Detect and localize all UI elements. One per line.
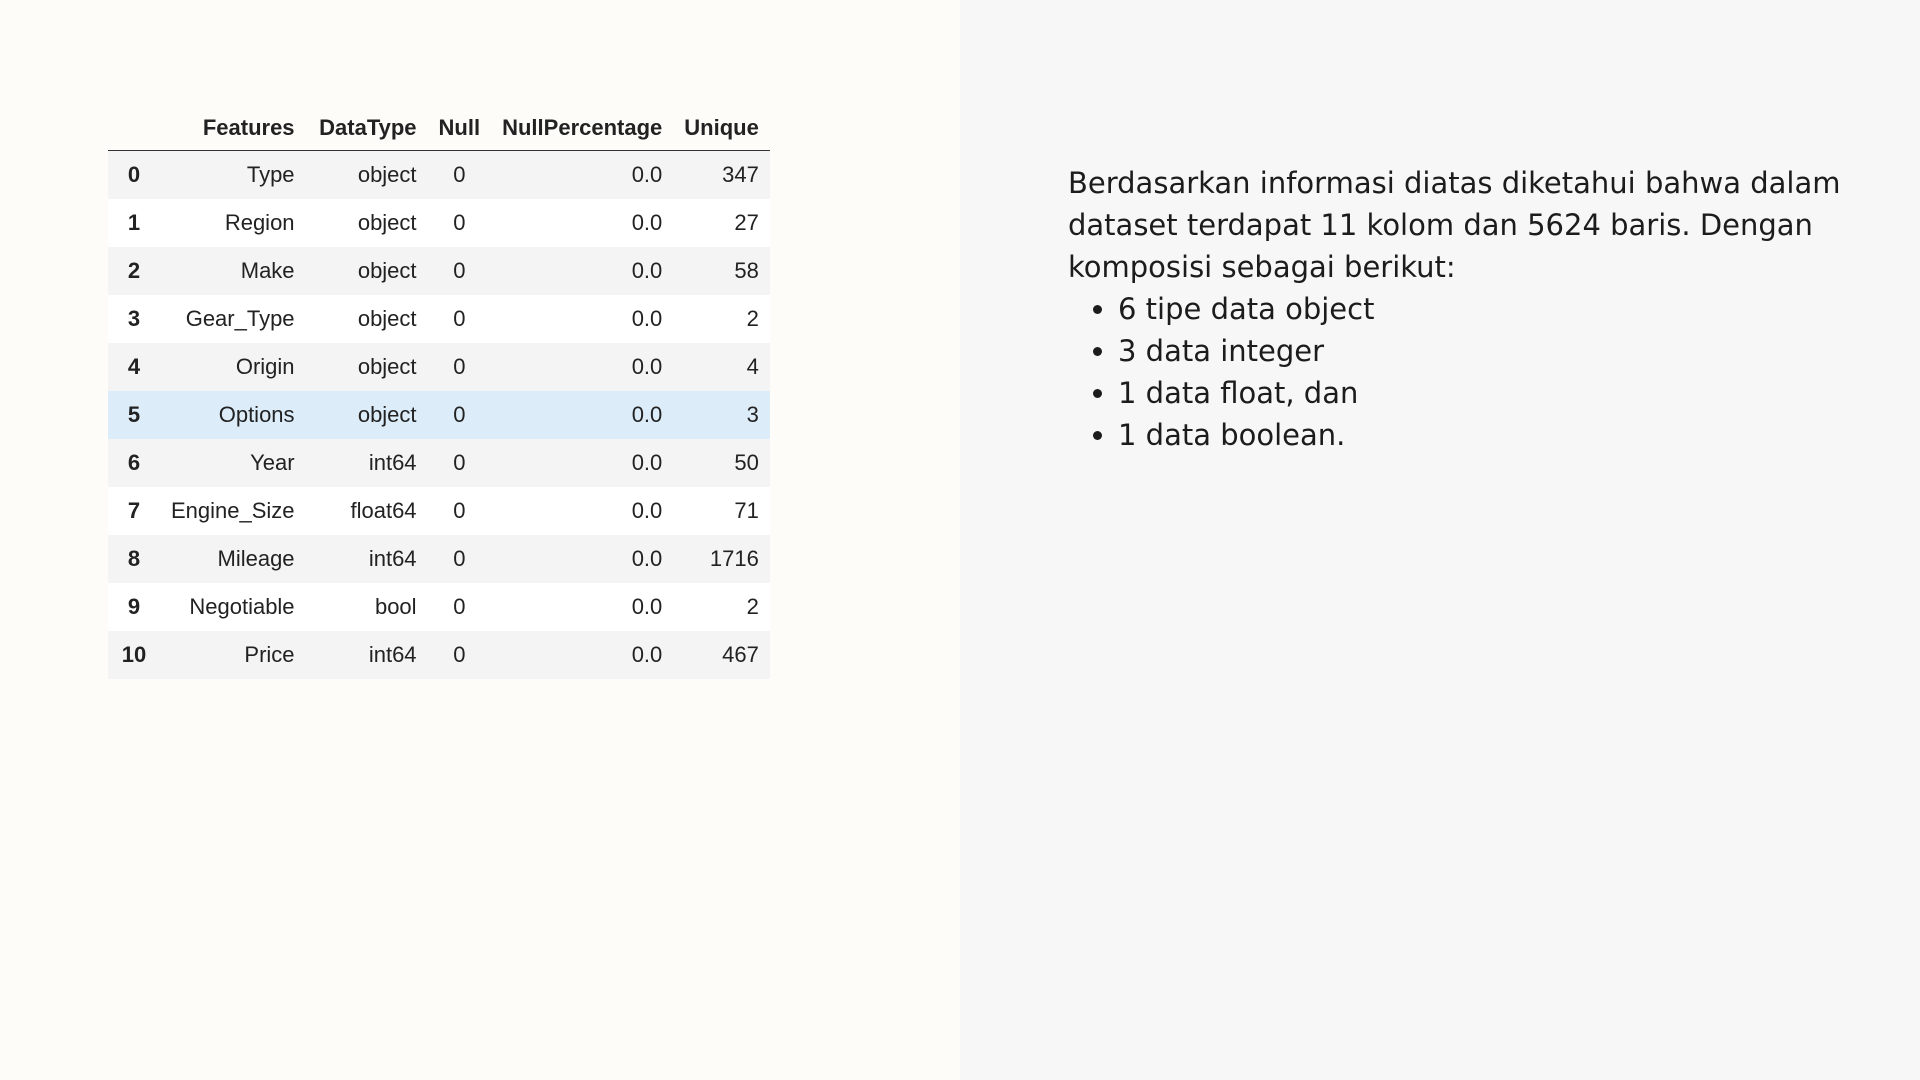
cell-datatype: int64: [305, 631, 428, 679]
row-index: 1: [108, 199, 160, 247]
row-index: 0: [108, 150, 160, 199]
composition-item: 3 data integer: [1118, 330, 1848, 372]
cell-datatype: float64: [305, 487, 428, 535]
row-index: 9: [108, 583, 160, 631]
header-features: Features: [160, 106, 306, 151]
description-paragraph: Berdasarkan informasi diatas diketahui b…: [1068, 166, 1841, 284]
cell-feature: Year: [160, 439, 306, 487]
composition-list: 6 tipe data object 3 data integer 1 data…: [1068, 288, 1848, 456]
table-row: 8 Mileage int64 0 0.0 1716: [108, 535, 770, 583]
table-row: 7 Engine_Size float64 0 0.0 71: [108, 487, 770, 535]
cell-null-percentage: 0.0: [491, 631, 674, 679]
cell-datatype: object: [305, 343, 428, 391]
right-panel: Berdasarkan informasi diatas diketahui b…: [960, 0, 1920, 1080]
row-index: 6: [108, 439, 160, 487]
row-index: 8: [108, 535, 160, 583]
row-index: 2: [108, 247, 160, 295]
table-row: 3 Gear_Type object 0 0.0 2: [108, 295, 770, 343]
cell-feature: Gear_Type: [160, 295, 306, 343]
cell-null-percentage: 0.0: [491, 439, 674, 487]
cell-datatype: int64: [305, 535, 428, 583]
cell-feature: Region: [160, 199, 306, 247]
composition-item: 1 data boolean.: [1118, 414, 1848, 456]
cell-null: 0: [427, 343, 492, 391]
cell-datatype: object: [305, 199, 428, 247]
table-row: 0 Type object 0 0.0 347: [108, 150, 770, 199]
cell-null-percentage: 0.0: [491, 583, 674, 631]
cell-unique: 467: [673, 631, 770, 679]
composition-item: 1 data float, dan: [1118, 372, 1848, 414]
cell-unique: 347: [673, 150, 770, 199]
table-row: 2 Make object 0 0.0 58: [108, 247, 770, 295]
row-index: 7: [108, 487, 160, 535]
table-row: 6 Year int64 0 0.0 50: [108, 439, 770, 487]
table-body: 0 Type object 0 0.0 347 1 Region object 0 0.0 27 2 Ma…: [108, 150, 770, 679]
cell-null: 0: [427, 631, 492, 679]
cell-null-percentage: 0.0: [491, 295, 674, 343]
cell-feature: Price: [160, 631, 306, 679]
dataframe-info-table: Features DataType Null NullPercentage Un…: [108, 106, 770, 679]
table-row: 1 Region object 0 0.0 27: [108, 199, 770, 247]
table-row: 10 Price int64 0 0.0 467: [108, 631, 770, 679]
cell-unique: 58: [673, 247, 770, 295]
row-index: 3: [108, 295, 160, 343]
cell-null: 0: [427, 535, 492, 583]
cell-unique: 2: [673, 295, 770, 343]
table-row: 4 Origin object 0 0.0 4: [108, 343, 770, 391]
row-index: 4: [108, 343, 160, 391]
cell-null-percentage: 0.0: [491, 343, 674, 391]
cell-null: 0: [427, 199, 492, 247]
header-null: Null: [427, 106, 492, 151]
cell-feature: Make: [160, 247, 306, 295]
header-datatype: DataType: [305, 106, 428, 151]
cell-feature: Engine_Size: [160, 487, 306, 535]
cell-datatype: object: [305, 391, 428, 439]
cell-null-percentage: 0.0: [491, 535, 674, 583]
header-null-percentage: NullPercentage: [491, 106, 674, 151]
cell-unique: 27: [673, 199, 770, 247]
description-text: Berdasarkan informasi diatas diketahui b…: [1068, 162, 1848, 456]
cell-datatype: object: [305, 150, 428, 199]
cell-feature: Options: [160, 391, 306, 439]
cell-unique: 71: [673, 487, 770, 535]
table-row: 9 Negotiable bool 0 0.0 2: [108, 583, 770, 631]
cell-null: 0: [427, 391, 492, 439]
cell-null: 0: [427, 583, 492, 631]
cell-null: 0: [427, 295, 492, 343]
table-header-row: Features DataType Null NullPercentage Un…: [108, 106, 770, 151]
cell-null-percentage: 0.0: [491, 150, 674, 199]
cell-feature: Type: [160, 150, 306, 199]
cell-unique: 50: [673, 439, 770, 487]
cell-unique: 3: [673, 391, 770, 439]
cell-datatype: bool: [305, 583, 428, 631]
table-row: 5 Options object 0 0.0 3: [108, 391, 770, 439]
cell-feature: Negotiable: [160, 583, 306, 631]
cell-feature: Mileage: [160, 535, 306, 583]
cell-null-percentage: 0.0: [491, 487, 674, 535]
row-index: 10: [108, 631, 160, 679]
row-index: 5: [108, 391, 160, 439]
cell-datatype: object: [305, 295, 428, 343]
left-panel: Features DataType Null NullPercentage Un…: [108, 106, 770, 679]
cell-null: 0: [427, 439, 492, 487]
cell-null: 0: [427, 487, 492, 535]
cell-datatype: int64: [305, 439, 428, 487]
cell-unique: 4: [673, 343, 770, 391]
composition-item: 6 tipe data object: [1118, 288, 1848, 330]
cell-feature: Origin: [160, 343, 306, 391]
cell-null-percentage: 0.0: [491, 391, 674, 439]
header-unique: Unique: [673, 106, 770, 151]
header-index: [108, 106, 160, 151]
cell-null-percentage: 0.0: [491, 247, 674, 295]
cell-null: 0: [427, 150, 492, 199]
cell-unique: 1716: [673, 535, 770, 583]
cell-unique: 2: [673, 583, 770, 631]
cell-null-percentage: 0.0: [491, 199, 674, 247]
cell-datatype: object: [305, 247, 428, 295]
cell-null: 0: [427, 247, 492, 295]
